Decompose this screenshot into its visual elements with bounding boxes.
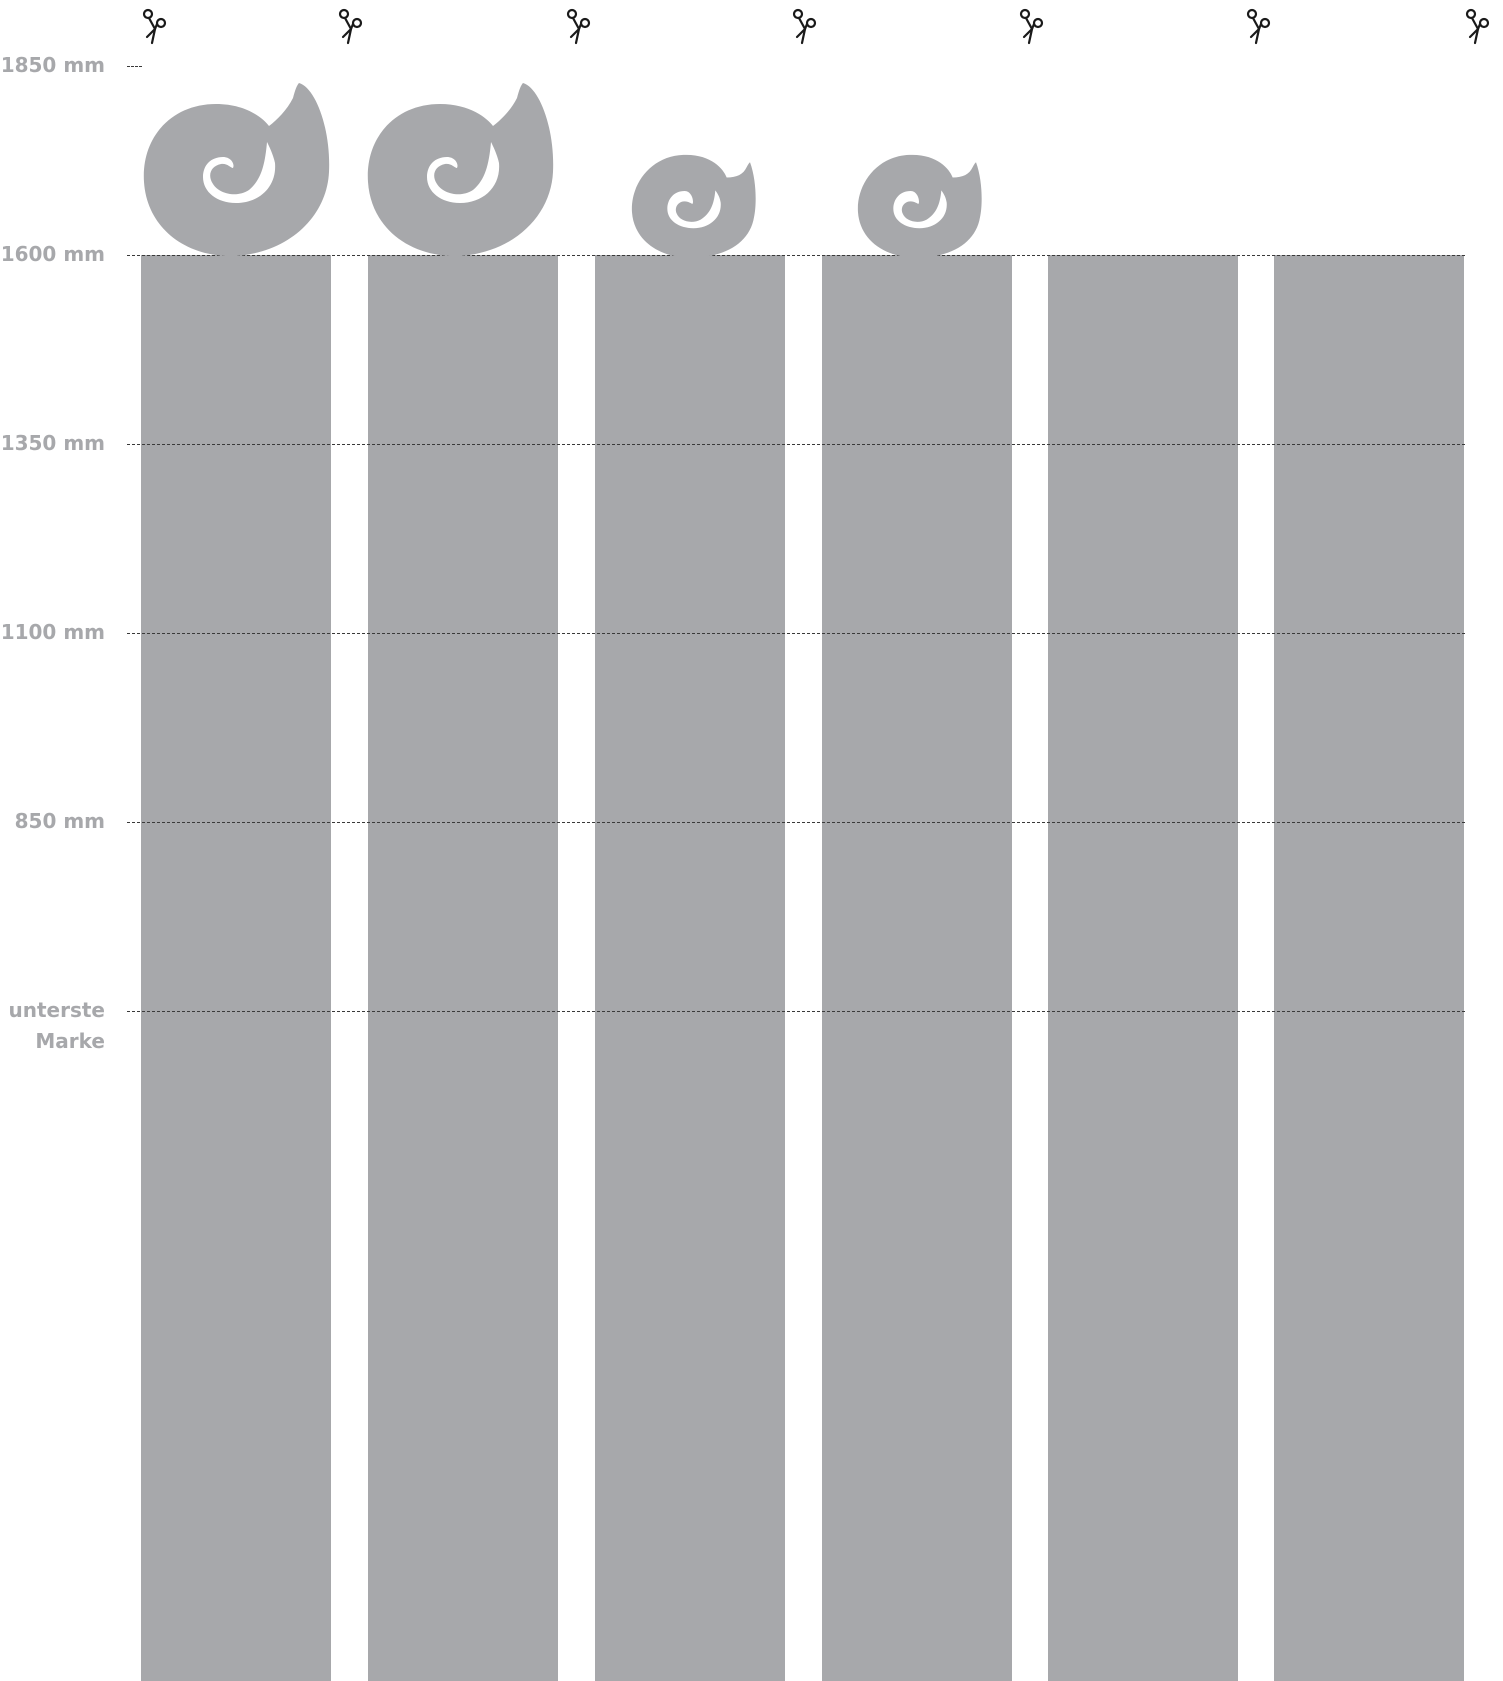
scissors-icon [1464, 7, 1492, 47]
snail-shell-icon [856, 150, 986, 260]
strip-2 [368, 255, 558, 1681]
scissors-icon [141, 7, 169, 47]
strip-6 [1274, 255, 1464, 1681]
snail-shell-icon [630, 150, 760, 260]
bottom-mark-label: unterste Marke [9, 995, 106, 1057]
mark-850-line [127, 822, 1465, 823]
mark-850-label: 850 mm [15, 806, 105, 837]
mark-1600-label: 1600 mm [1, 239, 105, 270]
snail-shell-icon [365, 80, 560, 260]
strip-5 [1048, 255, 1238, 1681]
scissors-icon [1018, 7, 1046, 47]
mark-1100-line [127, 633, 1465, 634]
mark-1350-line [127, 444, 1465, 445]
mark-1100-label: 1100 mm [1, 617, 105, 648]
scissors-icon [337, 7, 365, 47]
scissors-icon [1245, 7, 1273, 47]
scissors-icon [565, 7, 593, 47]
mark-1850-label: 1850 mm [1, 50, 105, 81]
scissors-icon [791, 7, 819, 47]
bottom-mark-line [127, 1011, 1465, 1012]
strip-1 [141, 255, 331, 1681]
strip-4 [822, 255, 1012, 1681]
bottom-mark-label-line2: Marke [9, 1026, 106, 1057]
snail-shell-icon [141, 80, 336, 260]
mark-1350-label: 1350 mm [1, 428, 105, 459]
strip-3 [595, 255, 785, 1681]
mark-1850-line [127, 66, 142, 67]
bottom-mark-label-line1: unterste [9, 995, 106, 1026]
